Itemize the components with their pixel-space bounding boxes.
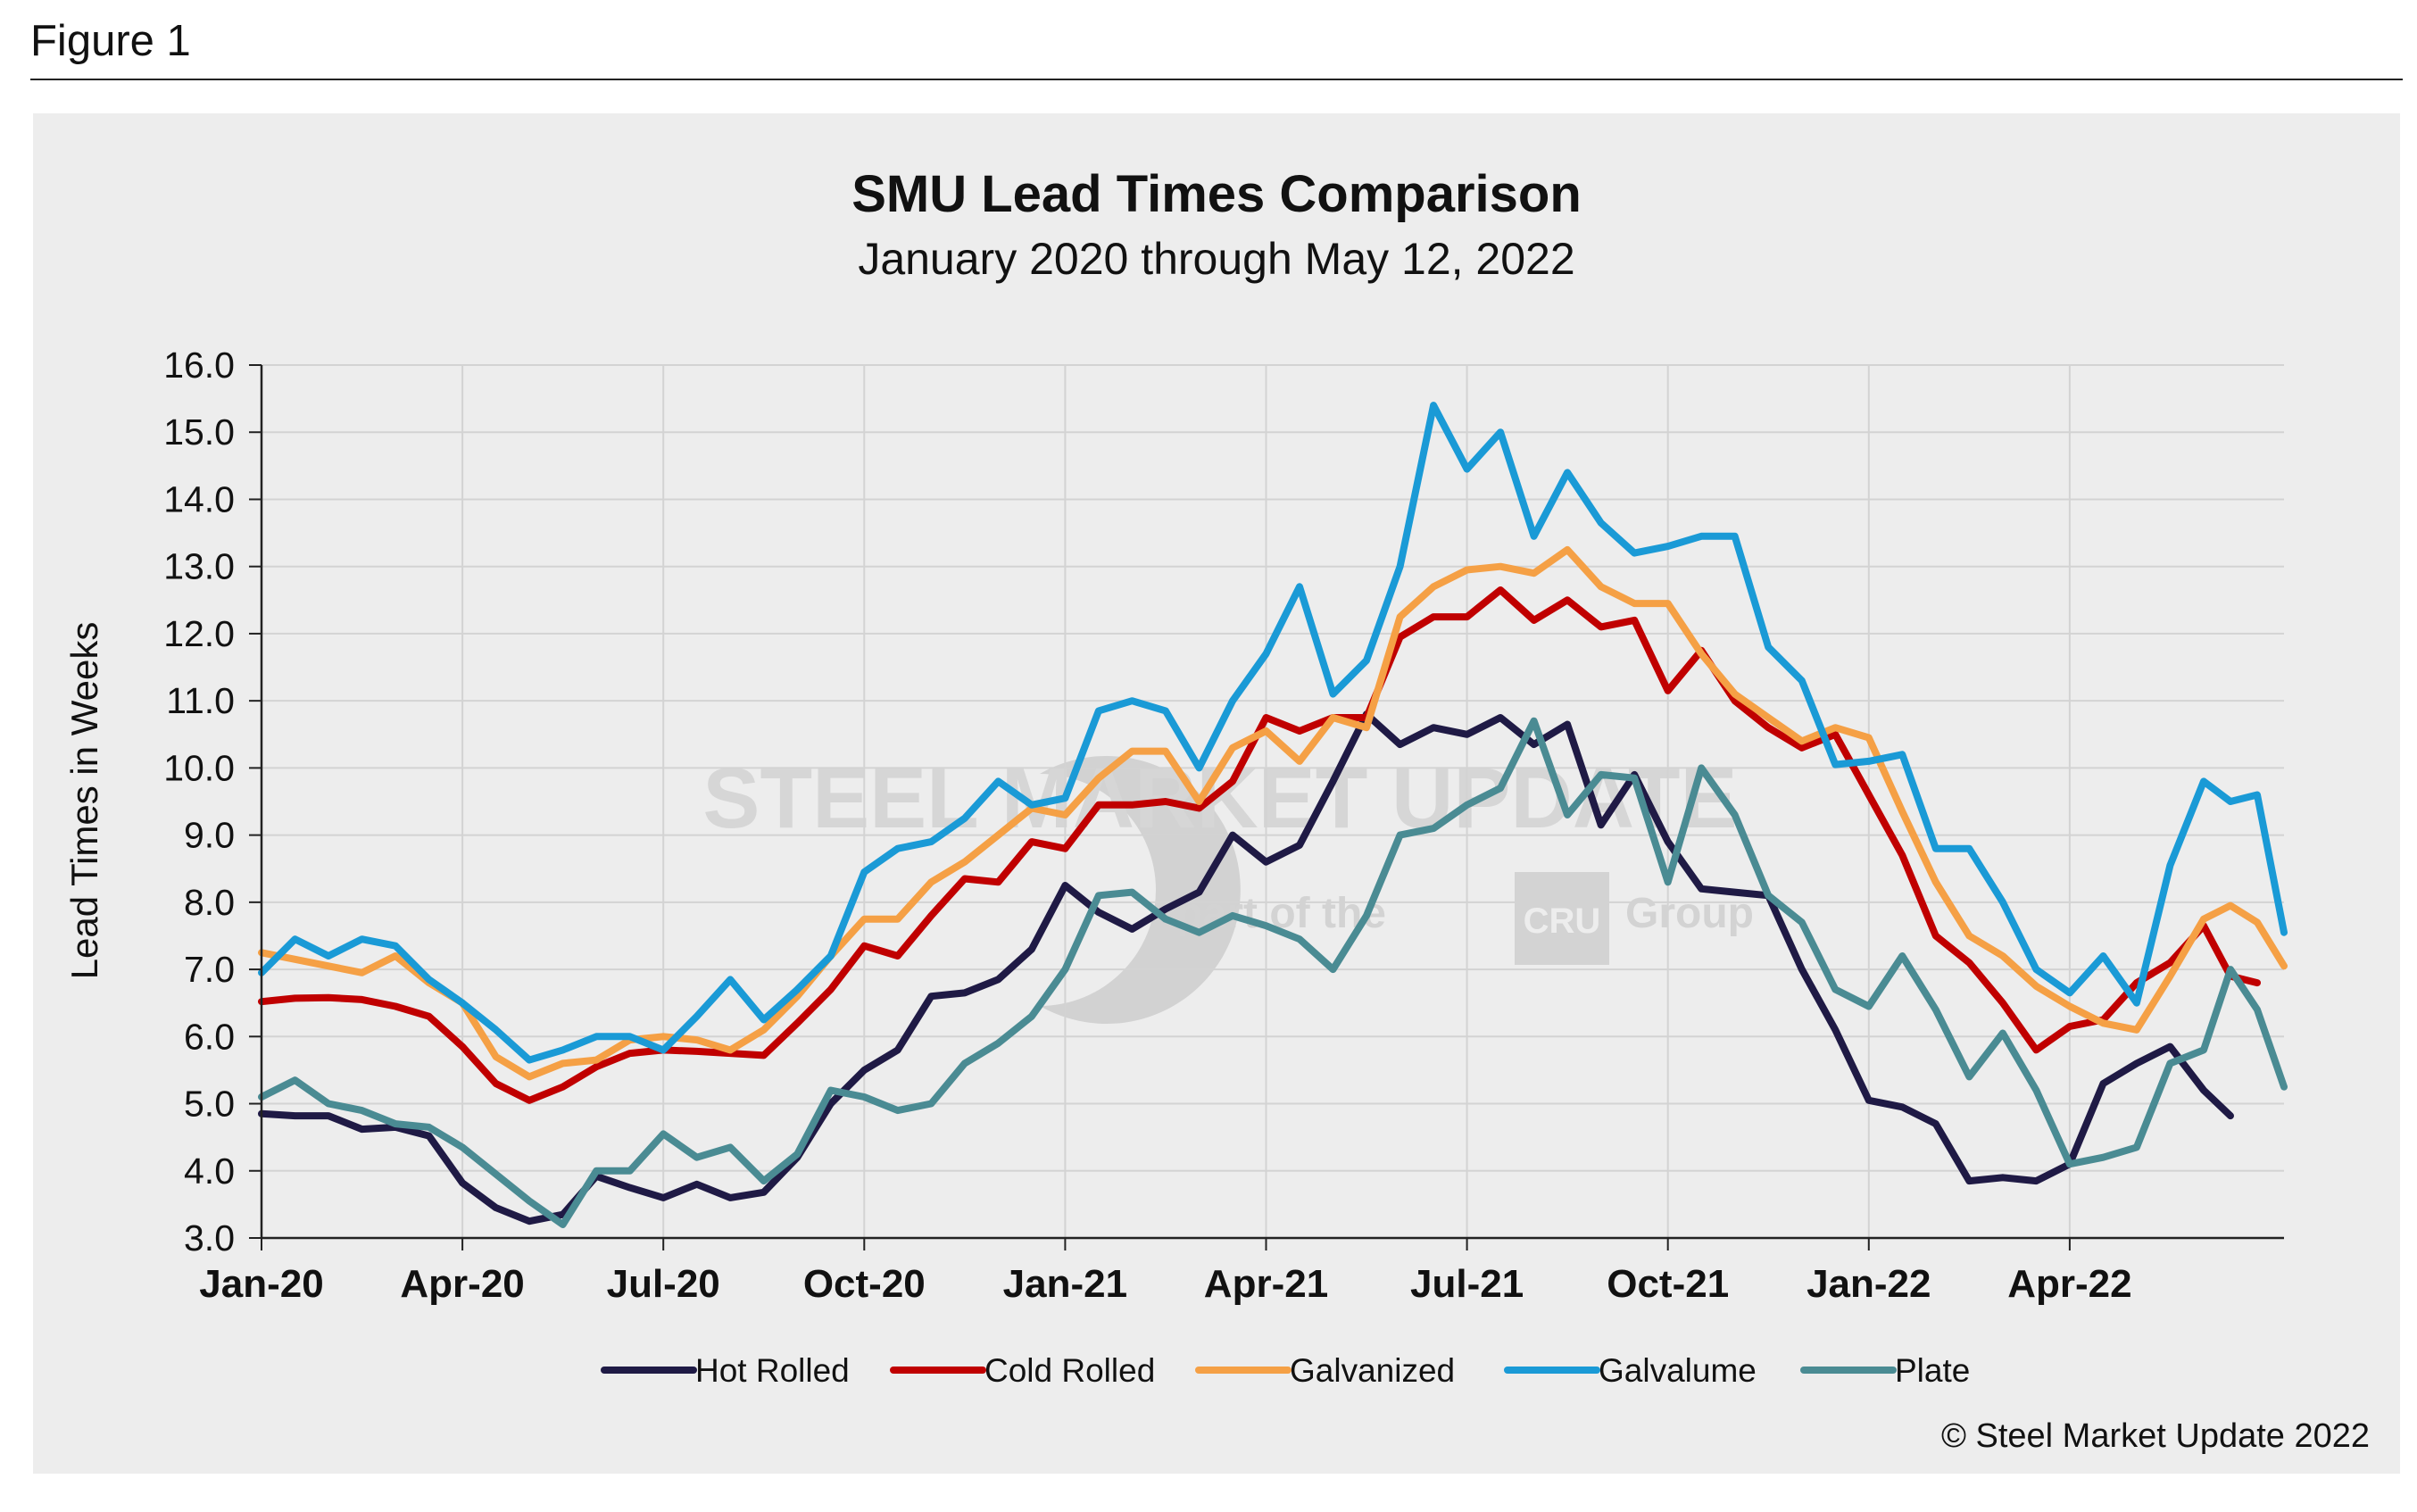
legend-label: Plate [1895,1352,1970,1389]
chart-subtitle: January 2020 through May 12, 2022 [858,234,1574,284]
series-line-galvalume [258,402,2288,1064]
y-axis-label: Lead Times in Weeks [63,622,105,980]
series-line-cold-rolled [258,586,2261,1104]
gridlines [262,364,2284,1238]
watermark-logo-icon [1040,756,1241,1024]
watermark-cru-box [1515,872,1609,965]
x-tick-label: Jul-20 [607,1262,720,1306]
y-tick-label: 14.0 [163,478,235,519]
series-line-plate [258,717,2288,1228]
y-tick-label: 8.0 [184,882,235,923]
x-tick-label: Jan-21 [1003,1262,1127,1306]
chart-title: SMU Lead Times Comparison [851,165,1582,223]
watermark-cru: CRU [1524,901,1601,941]
y-tick-label: 4.0 [184,1151,235,1192]
y-tick-label: 7.0 [184,949,235,990]
y-tick-label: 10.0 [163,747,235,788]
legend-label: Galvanized [1290,1352,1455,1389]
y-tick-label: 3.0 [184,1217,235,1259]
figure-label: Figure 1 [30,17,191,65]
legend-label: Galvalume [1599,1352,1757,1389]
series-line-galvanized [258,545,2288,1081]
x-tick-label: Apr-22 [2007,1262,2131,1306]
y-tick-label: 6.0 [184,1016,235,1057]
y-tick-label: 16.0 [163,345,235,386]
y-tick-label: 12.0 [163,613,235,654]
chart-panel: STEEL MARKET UPDATE part of the CRU Group 3… [30,111,2403,1476]
y-tick-label: 11.0 [166,680,235,721]
y-tick-label: 5.0 [184,1084,235,1125]
series-lines [258,402,2288,1228]
x-tick-label: Jul-21 [1410,1262,1524,1306]
legend-label: Cold Rolled [984,1352,1155,1389]
legend: Hot Rolled Cold Rolled Galvanized Galvalume… [601,1352,1970,1389]
divider [30,79,2403,80]
x-tick-label: Apr-20 [400,1262,524,1306]
watermark-group: Group [1625,890,1754,937]
chart-text: 3.0 4.0 5.0 6.0 7.0 8.0 9.0 10.0 11.0 12.0 13.0 14.… [63,165,2370,1455]
x-tick-label: Jan-22 [1807,1262,1931,1306]
x-tick-label: Oct-21 [1607,1262,1729,1306]
x-tick-label: Apr-21 [1204,1262,1328,1306]
copyright-text: © Steel Market Update 2022 [1941,1417,2370,1455]
legend-label: Hot Rolled [695,1352,850,1389]
x-tick-label: Jan-20 [199,1262,323,1306]
axes [249,364,2284,1250]
y-tick-label: 15.0 [163,411,235,453]
y-tick-label: 9.0 [184,815,235,856]
x-tick-label: Oct-20 [803,1262,926,1306]
y-tick-label: 13.0 [163,546,235,587]
